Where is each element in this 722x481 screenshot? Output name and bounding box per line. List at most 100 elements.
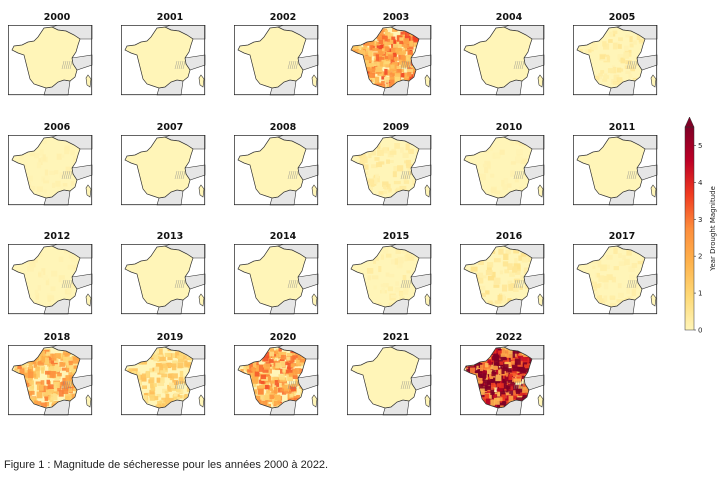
- drought-cell: [367, 50, 373, 57]
- drought-cell: [524, 364, 531, 369]
- panel-year-label: 2010: [495, 122, 523, 133]
- drought-cell: [502, 401, 507, 405]
- drought-cell: [270, 392, 275, 397]
- drought-cell: [176, 355, 183, 359]
- drought-cell: [62, 183, 68, 187]
- drought-cell: [390, 79, 395, 86]
- drought-cell: [141, 385, 148, 389]
- drought-cell: [509, 356, 513, 362]
- panel-year-label: 2000: [43, 12, 71, 23]
- drought-cell: [73, 265, 79, 271]
- drought-cell: [153, 351, 160, 357]
- drought-cell: [479, 388, 485, 395]
- drought-cell: [409, 40, 414, 47]
- colorbar: 0 1 2 3 4 5 Year Drought Magnitude: [684, 116, 717, 335]
- drought-cell: [510, 395, 517, 400]
- drought-cell: [353, 45, 359, 49]
- drought-cell: [150, 383, 154, 389]
- drought-cell: [159, 348, 163, 355]
- drought-cell: [477, 382, 484, 390]
- drought-cell: [65, 396, 70, 402]
- drought-cell: [385, 50, 393, 57]
- drought-cell: [396, 68, 402, 74]
- drought-cell: [493, 365, 498, 371]
- drought-cell: [470, 266, 478, 272]
- france-map: [121, 345, 206, 416]
- drought-cell: [508, 284, 514, 291]
- drought-cell: [286, 366, 291, 373]
- drought-cell: [36, 391, 43, 399]
- drought-cell: [405, 29, 410, 37]
- panel-year-label: 2019: [156, 332, 184, 343]
- drought-cell: [29, 153, 36, 157]
- drought-cell: [500, 356, 507, 361]
- france-map: [460, 244, 545, 315]
- drought-cell: [502, 261, 509, 267]
- drought-cell: [50, 286, 56, 292]
- drought-cell: [482, 275, 487, 279]
- drought-cell: [280, 388, 285, 392]
- drought-cell: [491, 371, 496, 377]
- france-map: [460, 345, 545, 416]
- panel-year-label: 2014: [269, 231, 297, 242]
- drought-cell: [400, 54, 406, 60]
- drought-cell: [596, 295, 603, 300]
- drought-cell: [374, 157, 380, 161]
- drought-cell: [286, 356, 293, 361]
- drought-cell: [149, 389, 155, 395]
- drought-cell: [612, 80, 620, 85]
- drought-cell: [399, 292, 403, 297]
- drought-cell: [160, 368, 166, 374]
- drought-cell: [493, 277, 501, 285]
- drought-cell: [41, 356, 48, 363]
- drought-cell: [42, 275, 49, 281]
- drought-cell: [590, 281, 597, 288]
- drought-cell: [489, 399, 496, 406]
- drought-cell: [277, 387, 283, 393]
- drought-cell: [34, 400, 39, 408]
- drought-cell: [600, 264, 607, 272]
- drought-cell: [54, 364, 59, 371]
- drought-cell: [74, 260, 80, 265]
- drought-cell: [381, 80, 385, 85]
- drought-cell: [371, 150, 377, 156]
- drought-cell: [369, 44, 374, 51]
- drought-cell: [387, 33, 394, 39]
- drought-cell: [628, 73, 633, 78]
- drought-cell: [188, 355, 193, 361]
- drought-cell: [394, 288, 399, 293]
- drought-cell: [484, 167, 489, 174]
- drought-cell: [28, 364, 33, 370]
- panel-year-label: 2004: [495, 12, 523, 23]
- france-map: [573, 135, 658, 206]
- drought-cell: [387, 69, 391, 73]
- drought-cell: [616, 77, 623, 83]
- drought-cell: [161, 373, 168, 378]
- drought-cell: [378, 191, 384, 195]
- drought-cell: [596, 273, 600, 278]
- drought-cell: [501, 385, 508, 389]
- drought-cell: [162, 404, 167, 408]
- drought-cell: [508, 386, 514, 390]
- drought-cell: [39, 351, 46, 357]
- drought-cell: [604, 73, 608, 79]
- drought-cell: [172, 360, 178, 366]
- colorbar-tick-label: 1: [698, 290, 702, 298]
- drought-cell: [519, 286, 523, 290]
- drought-cell: [248, 362, 256, 369]
- drought-cell: [507, 298, 512, 303]
- drought-cell: [622, 255, 626, 261]
- drought-cell: [154, 396, 159, 401]
- drought-cell: [286, 374, 293, 381]
- drought-cell: [161, 397, 167, 403]
- drought-cell: [515, 388, 523, 393]
- drought-cell: [165, 397, 171, 405]
- drought-cell: [273, 400, 281, 405]
- drought-cell: [65, 377, 72, 381]
- drought-cell: [388, 302, 396, 307]
- drought-cell: [63, 384, 69, 392]
- drought-cell: [22, 365, 27, 370]
- drought-cell: [476, 364, 481, 370]
- france-map: [234, 25, 319, 96]
- drought-cell: [168, 363, 174, 368]
